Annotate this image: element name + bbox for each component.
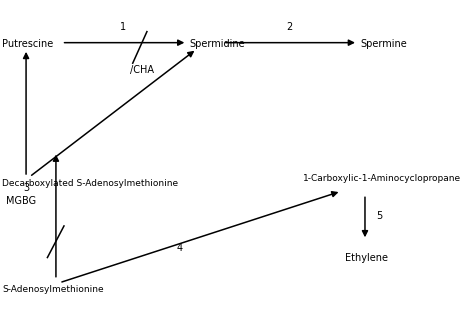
Text: /CHA: /CHA <box>130 65 155 75</box>
Text: MGBG: MGBG <box>6 196 36 206</box>
Text: 2: 2 <box>286 22 292 32</box>
Text: S-Adenosylmethionine: S-Adenosylmethionine <box>2 285 104 294</box>
Text: Decarboxylated S-Adenosylmethionine: Decarboxylated S-Adenosylmethionine <box>2 179 179 187</box>
Text: Putrescine: Putrescine <box>2 39 54 49</box>
Text: 4: 4 <box>177 243 183 253</box>
Text: 1: 1 <box>120 22 126 32</box>
Text: Ethylene: Ethylene <box>345 252 388 263</box>
Text: 1-Carboxylic-1-Aminocyclopropane: 1-Carboxylic-1-Aminocyclopropane <box>303 174 462 183</box>
Text: 5: 5 <box>376 211 382 222</box>
Text: Spermidine: Spermidine <box>190 39 245 49</box>
Text: 3: 3 <box>23 183 29 193</box>
Text: Spermine: Spermine <box>360 39 407 49</box>
